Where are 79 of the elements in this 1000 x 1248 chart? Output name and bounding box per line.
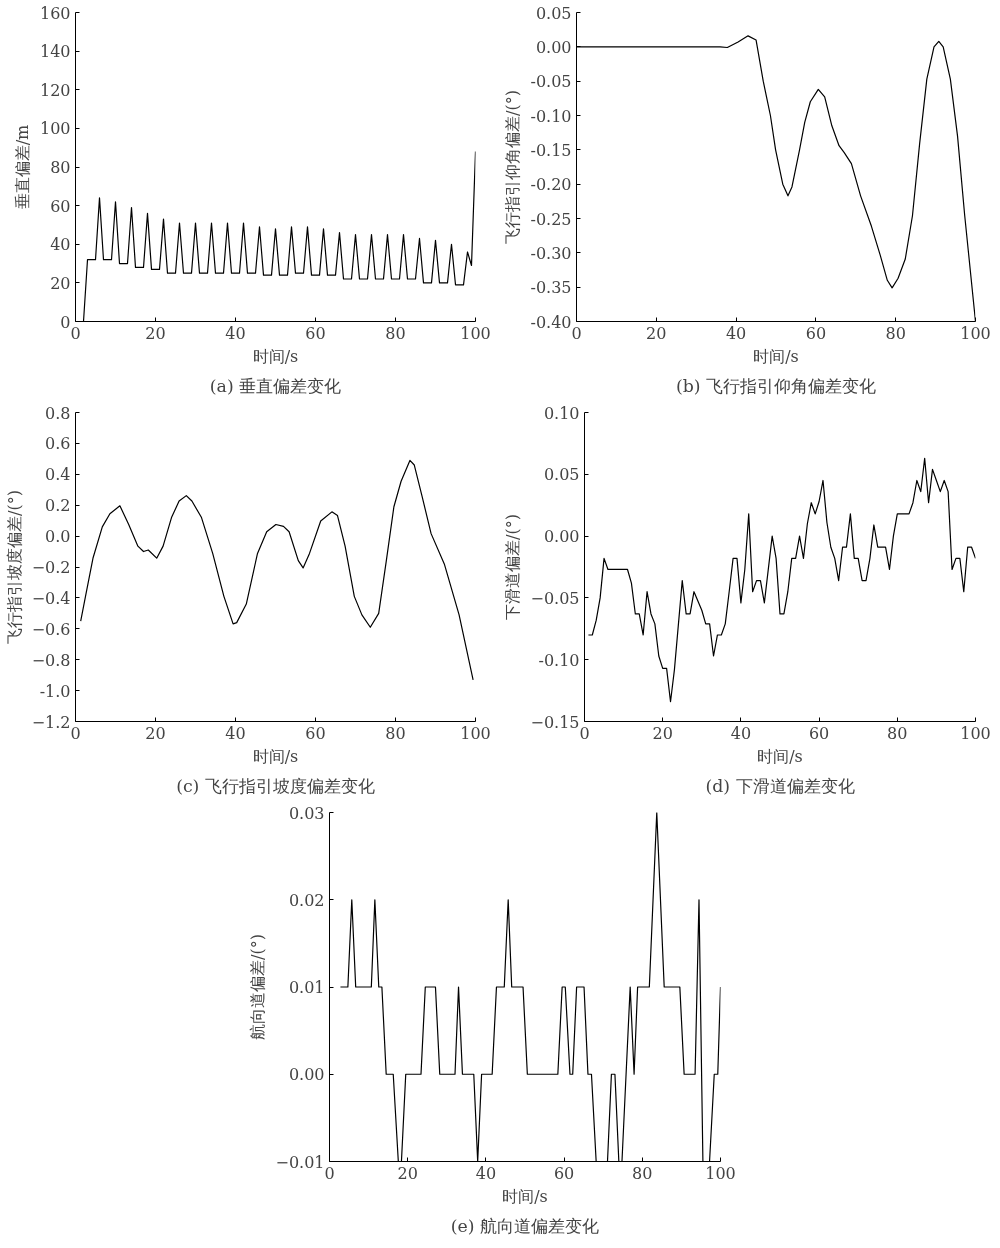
y-tick-label: -0.10 xyxy=(530,106,572,126)
text: (c) 飞行指引坡度偏差变化 xyxy=(176,775,375,796)
x-tick-label: 60 xyxy=(808,723,830,743)
y-tick-label: -0.05 xyxy=(530,72,572,92)
y-tick-label: -0.40 xyxy=(530,312,572,332)
y-tick-label: 0.00 xyxy=(535,37,572,57)
x-tick-label: 20 xyxy=(652,723,673,743)
y-tick-label: 0.6 xyxy=(45,434,71,454)
x-tick-label: 100 xyxy=(960,723,991,743)
x-axis-title: 时间/s xyxy=(753,346,799,366)
y-tick-label: 0.03 xyxy=(288,803,325,823)
y-tick-label: -0.10 xyxy=(538,650,580,670)
x-tick-label: 100 xyxy=(460,723,491,743)
x-tick-label: 80 xyxy=(887,723,908,743)
x-tick-label: 40 xyxy=(725,323,747,343)
y-tick-label: 0.4 xyxy=(45,465,71,485)
y-tick-label: 0.00 xyxy=(543,527,580,547)
y-tick-label: -0.35 xyxy=(530,278,572,298)
y-tick-label: 140 xyxy=(39,42,71,62)
y-tick-label: 120 xyxy=(39,80,71,100)
x-tick-label: 20 xyxy=(145,323,166,343)
y-tick-label: −0.4 xyxy=(31,588,71,608)
y-axis-title: 飞行指引坡度偏差/(°) xyxy=(4,490,24,644)
line-series xyxy=(80,459,474,681)
x-tick-label: 80 xyxy=(885,323,906,343)
x-tick-label: 40 xyxy=(225,723,246,743)
y-tick-label: −0.8 xyxy=(31,650,71,670)
y-tick-label: −0.05 xyxy=(530,588,580,608)
x-axis-title: 时间/s xyxy=(252,346,299,366)
y-tick-label: 0.0 xyxy=(45,527,71,547)
x-tick-label: 20 xyxy=(646,323,667,343)
y-tick-label: 0.10 xyxy=(543,403,580,423)
y-tick-label: 0.01 xyxy=(288,978,325,997)
x-tick-label: 100 xyxy=(460,323,491,343)
x-tick-label: 40 xyxy=(730,723,752,743)
y-tick-label: -0.20 xyxy=(530,175,572,195)
y-tick-label: -1.0 xyxy=(39,681,71,701)
y-axis-title: 飞行指引仰角偏差/(°) xyxy=(503,90,523,244)
y-tick-label: −0.01 xyxy=(275,1152,325,1172)
y-tick-label: −1.2 xyxy=(31,712,71,732)
y-tick-label: −0.15 xyxy=(530,712,580,732)
y-axis-title: 下滑道偏差/(°) xyxy=(503,514,523,620)
y-tick-label: -0.25 xyxy=(530,209,572,229)
y-tick-label: -0.30 xyxy=(530,243,572,263)
x-tick-label: 20 xyxy=(397,1163,418,1183)
y-tick-label: −0.2 xyxy=(31,558,71,577)
x-tick-label: 40 xyxy=(475,1163,497,1183)
y-tick-label: 20 xyxy=(50,273,71,293)
x-tick-label: 80 xyxy=(632,1163,653,1183)
x-tick-label: 60 xyxy=(805,323,827,343)
text: (a) 垂直偏差变化 xyxy=(209,375,342,396)
text: (b) 飞行指引仰角偏差变化 xyxy=(675,375,877,396)
y-tick-label: 0.00 xyxy=(288,1065,325,1085)
y-tick-label: 160 xyxy=(39,3,71,23)
y-tick-label: 80 xyxy=(50,158,71,177)
x-tick-label: 20 xyxy=(145,723,166,743)
x-axis-title: 时间/s xyxy=(757,746,803,766)
y-tick-label: 0.02 xyxy=(288,890,325,910)
y-tick-label: −0.6 xyxy=(31,619,71,639)
x-tick-label: 40 xyxy=(225,323,246,343)
y-tick-label: 40 xyxy=(50,235,71,255)
x-tick-label: 100 xyxy=(960,323,991,343)
y-tick-label: -0.15 xyxy=(530,140,572,160)
line-series xyxy=(587,457,976,703)
y-tick-label: 0.8 xyxy=(45,403,71,423)
x-axis-title: 时间/s xyxy=(502,1186,548,1206)
y-tick-label: 0.05 xyxy=(535,3,572,23)
y-tick-label: 0.05 xyxy=(543,465,580,485)
text: (d) 下滑道偏差变化 xyxy=(705,775,855,796)
x-axis-title: 时间/s xyxy=(252,746,299,766)
y-axis-title: 航向道偏差/(°) xyxy=(248,934,268,1040)
y-tick-label: 60 xyxy=(50,196,71,216)
x-tick-label: 80 xyxy=(385,723,406,743)
text: (e) 航向道偏差变化 xyxy=(450,1215,600,1236)
y-axis-title: 垂直偏差/m xyxy=(12,124,32,210)
y-tick-label: 0.2 xyxy=(45,496,71,516)
x-tick-label: 100 xyxy=(705,1163,736,1183)
x-tick-label: 80 xyxy=(385,323,406,343)
y-tick-label: 100 xyxy=(39,119,71,139)
